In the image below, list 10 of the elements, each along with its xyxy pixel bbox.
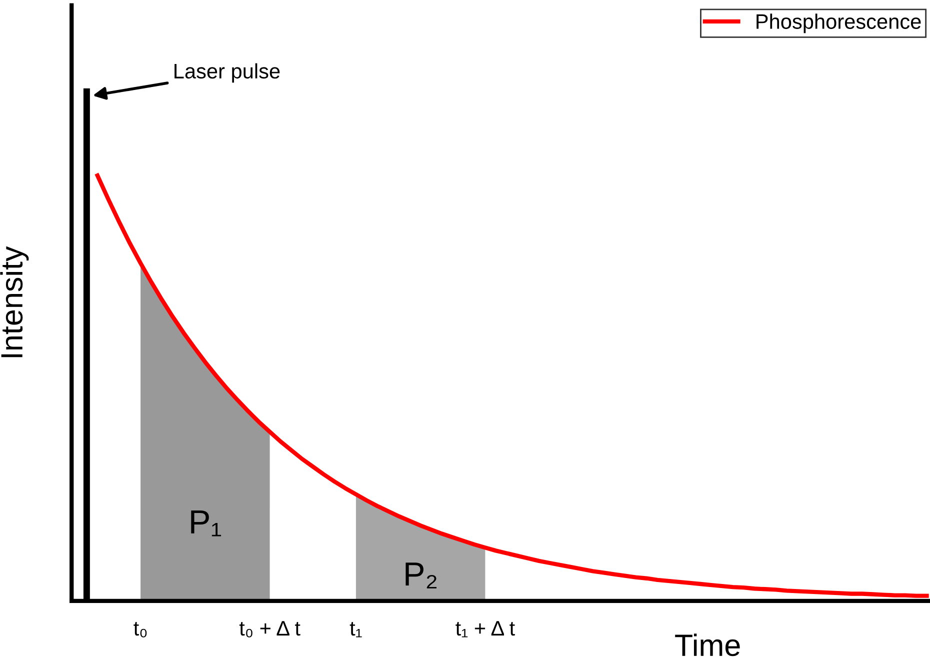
y-axis-title: Intensity — [0, 246, 29, 358]
annotation: P₁ — [191, 510, 222, 536]
x-tick-label: t₀ — [134, 622, 147, 638]
x-tick-label: t₁ + Δ t — [456, 621, 515, 638]
legend-label: Phosphorescence — [756, 14, 921, 34]
x-tick-label: t₁ — [350, 622, 362, 638]
x-tick-label: t₀ + Δ t — [239, 621, 300, 638]
text: Laser pulse — [174, 63, 280, 83]
x-axis-title: Time — [675, 634, 740, 656]
annotation: P₂ — [406, 562, 436, 588]
